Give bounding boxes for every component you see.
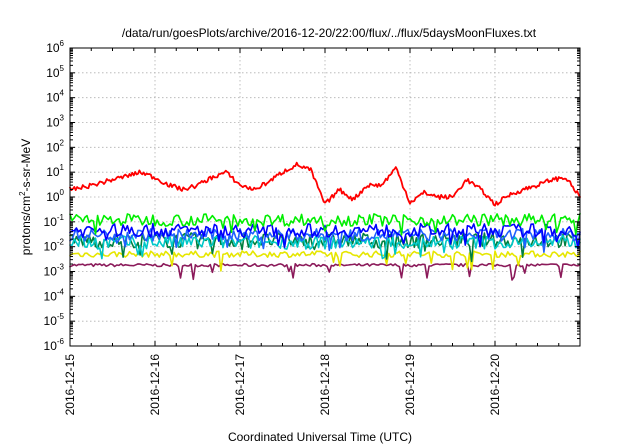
x-tick-label: 2016-12-20 [488, 354, 502, 416]
y-axis-label-base: protons/cm [19, 196, 33, 255]
y-tick-label: 10-2 [44, 238, 65, 254]
series-group [69, 161, 581, 281]
x-tick-label: 2016-12-18 [318, 354, 332, 416]
x-axis-label: Coordinated Universal Time (UTC) [228, 430, 412, 444]
x-axis: 2016-12-15 2016-12-16 2016-12-17 2016-12-18… [63, 48, 560, 416]
y-tick-label: 103 [46, 114, 64, 130]
y-axis-label: protons/cm2-s-sr-MeV [18, 139, 33, 255]
y-tick-label: 10-6 [44, 337, 65, 353]
series-line [69, 212, 581, 236]
y-tick-label: 100 [46, 188, 64, 204]
grid [70, 48, 580, 346]
series-line [69, 250, 581, 272]
x-tick-label: 2016-12-15 [63, 354, 77, 416]
series-line [69, 161, 581, 207]
y-tick-label: 10-4 [44, 287, 65, 303]
y-tick-label: 101 [46, 163, 64, 179]
x-tick-label: 2016-12-19 [403, 354, 417, 416]
y-tick-label: 10-1 [44, 213, 65, 229]
series-line [69, 234, 581, 260]
y-tick-label: 102 [46, 138, 64, 154]
y-axis-label-rest: -s-sr-MeV [19, 139, 33, 192]
y-tick-label: 105 [46, 64, 64, 80]
chart-title: /data/run/goesPlots/archive/2016-12-20/2… [122, 26, 537, 40]
series-line [69, 262, 581, 281]
x-tick-label: 2016-12-17 [233, 354, 247, 416]
x-tick-label: 2016-12-16 [148, 354, 162, 416]
y-tick-label: 10-5 [44, 312, 65, 328]
y-axis: 10-6 10-5 10-4 10-3 10-2 10-1 100 101 102 103 104 1… [44, 39, 580, 353]
y-tick-label: 104 [46, 89, 64, 105]
series-line [69, 222, 581, 250]
y-axis-label-sup: 2 [18, 191, 27, 196]
y-tick-label: 10-3 [44, 263, 65, 279]
y-tick-label: 106 [46, 39, 64, 55]
